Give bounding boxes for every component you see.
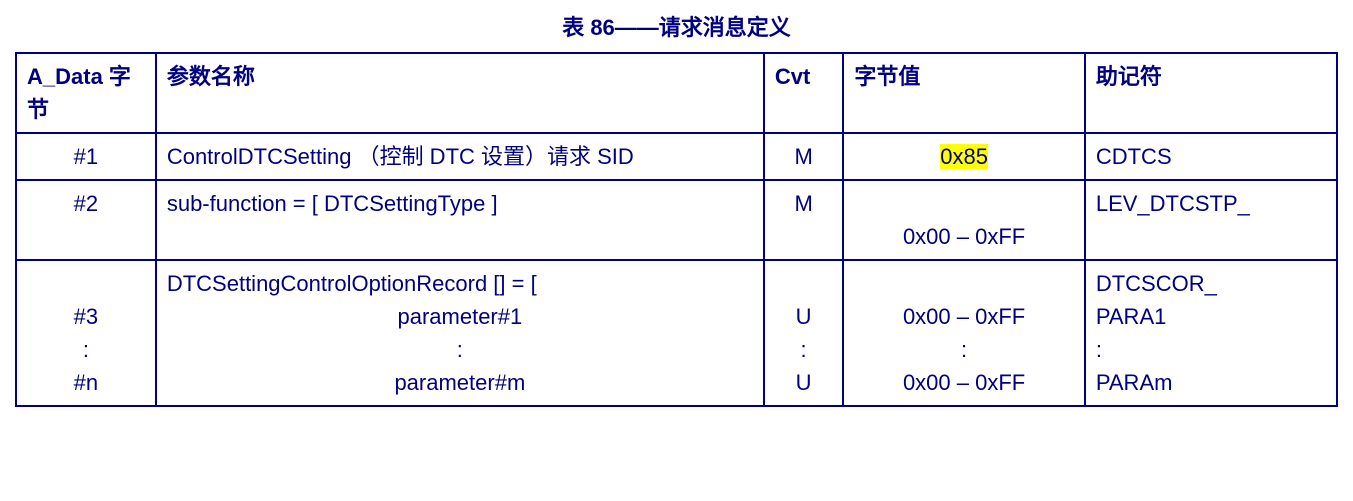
header-param-name: 参数名称 [156, 53, 764, 133]
b3-l4: 0x00 – 0xFF [854, 366, 1074, 399]
cell-b1: 0x85 [843, 133, 1085, 180]
m3-l3: : [1096, 333, 1326, 366]
cell-a1: #1 [16, 133, 156, 180]
b3-l3: : [854, 333, 1074, 366]
cell-c1: M [764, 133, 843, 180]
b3-l1 [854, 267, 1074, 300]
c3-l3: : [775, 333, 832, 366]
table-row: #1 ControlDTCSetting （控制 DTC 设置）请求 SID M… [16, 133, 1337, 180]
cell-a2: #2 [16, 180, 156, 260]
cell-p2: sub-function = [ DTCSettingType ] [156, 180, 764, 260]
cell-p3: DTCSettingControlOptionRecord [] = [ par… [156, 260, 764, 406]
m3-l2: PARA1 [1096, 300, 1326, 333]
header-byte-val: 字节值 [843, 53, 1085, 133]
cell-m3: DTCSCOR_ PARA1 : PARAm [1085, 260, 1337, 406]
p3-l2: parameter#1 [167, 300, 753, 333]
highlighted-value: 0x85 [940, 144, 988, 169]
table-row: #3 : #n DTCSettingControlOptionRecord []… [16, 260, 1337, 406]
header-a-data: A_Data 字节 [16, 53, 156, 133]
cell-b2: 0x00 – 0xFF [843, 180, 1085, 260]
cell-b2-bot: 0x00 – 0xFF [854, 220, 1074, 253]
table-caption: 表 86——请求消息定义 [15, 10, 1338, 42]
cell-m1: CDTCS [1085, 133, 1337, 180]
cell-c3: U : U [764, 260, 843, 406]
a3-l3: : [27, 333, 145, 366]
a3-l4: #n [27, 366, 145, 399]
a3-l2: #3 [27, 300, 145, 333]
a3-l1 [27, 267, 145, 300]
b3-l2: 0x00 – 0xFF [854, 300, 1074, 333]
request-message-table: A_Data 字节 参数名称 Cvt 字节值 助记符 #1 ControlDTC… [15, 52, 1338, 407]
table-header-row: A_Data 字节 参数名称 Cvt 字节值 助记符 [16, 53, 1337, 133]
p3-l1: DTCSettingControlOptionRecord [] = [ [167, 267, 753, 300]
c3-l4: U [775, 366, 832, 399]
cell-p1: ControlDTCSetting （控制 DTC 设置）请求 SID [156, 133, 764, 180]
cell-b2-top [854, 187, 1074, 220]
header-cvt: Cvt [764, 53, 843, 133]
cell-b3: 0x00 – 0xFF : 0x00 – 0xFF [843, 260, 1085, 406]
table-row: #2 sub-function = [ DTCSettingType ] M 0… [16, 180, 1337, 260]
m3-l1: DTCSCOR_ [1096, 267, 1326, 300]
m3-l4: PARAm [1096, 366, 1326, 399]
cell-a3: #3 : #n [16, 260, 156, 406]
cell-c2: M [764, 180, 843, 260]
cell-m2: LEV_DTCSTP_ [1085, 180, 1337, 260]
c3-l1 [775, 267, 832, 300]
c3-l2: U [775, 300, 832, 333]
p3-l4: parameter#m [167, 366, 753, 399]
header-mnemonic: 助记符 [1085, 53, 1337, 133]
p3-l3: : [167, 333, 753, 366]
